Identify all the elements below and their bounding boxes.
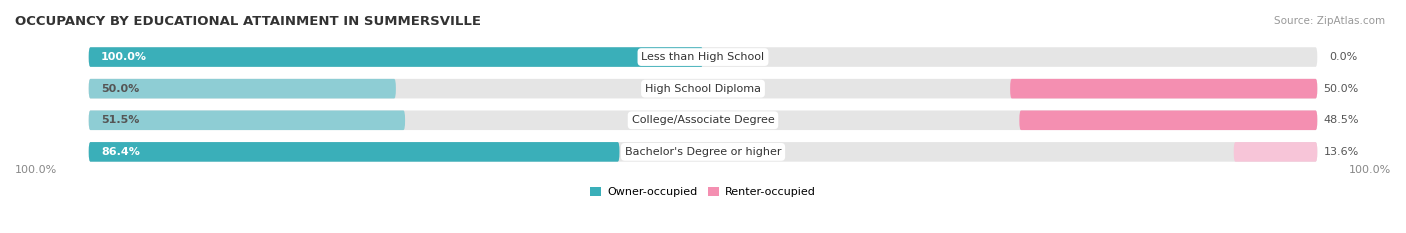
Text: 48.5%: 48.5% bbox=[1323, 115, 1360, 125]
Text: 0.0%: 0.0% bbox=[1330, 52, 1358, 62]
Text: 51.5%: 51.5% bbox=[101, 115, 139, 125]
Text: 50.0%: 50.0% bbox=[101, 84, 139, 94]
FancyBboxPatch shape bbox=[89, 110, 405, 130]
Legend: Owner-occupied, Renter-occupied: Owner-occupied, Renter-occupied bbox=[591, 187, 815, 198]
FancyBboxPatch shape bbox=[89, 47, 1317, 67]
FancyBboxPatch shape bbox=[89, 79, 396, 99]
FancyBboxPatch shape bbox=[89, 47, 703, 67]
Text: 100.0%: 100.0% bbox=[1348, 165, 1391, 175]
FancyBboxPatch shape bbox=[89, 142, 1317, 162]
Text: 13.6%: 13.6% bbox=[1323, 147, 1358, 157]
FancyBboxPatch shape bbox=[89, 79, 1317, 99]
Text: Bachelor's Degree or higher: Bachelor's Degree or higher bbox=[624, 147, 782, 157]
Text: 100.0%: 100.0% bbox=[15, 165, 58, 175]
Text: 86.4%: 86.4% bbox=[101, 147, 139, 157]
FancyBboxPatch shape bbox=[89, 142, 620, 162]
Text: OCCUPANCY BY EDUCATIONAL ATTAINMENT IN SUMMERSVILLE: OCCUPANCY BY EDUCATIONAL ATTAINMENT IN S… bbox=[15, 15, 481, 28]
FancyBboxPatch shape bbox=[89, 110, 1317, 130]
Text: Source: ZipAtlas.com: Source: ZipAtlas.com bbox=[1274, 16, 1385, 26]
Text: 100.0%: 100.0% bbox=[101, 52, 148, 62]
FancyBboxPatch shape bbox=[1233, 142, 1317, 162]
Text: College/Associate Degree: College/Associate Degree bbox=[631, 115, 775, 125]
Text: Less than High School: Less than High School bbox=[641, 52, 765, 62]
Text: 50.0%: 50.0% bbox=[1323, 84, 1358, 94]
FancyBboxPatch shape bbox=[1019, 110, 1317, 130]
FancyBboxPatch shape bbox=[1010, 79, 1317, 99]
Text: High School Diploma: High School Diploma bbox=[645, 84, 761, 94]
